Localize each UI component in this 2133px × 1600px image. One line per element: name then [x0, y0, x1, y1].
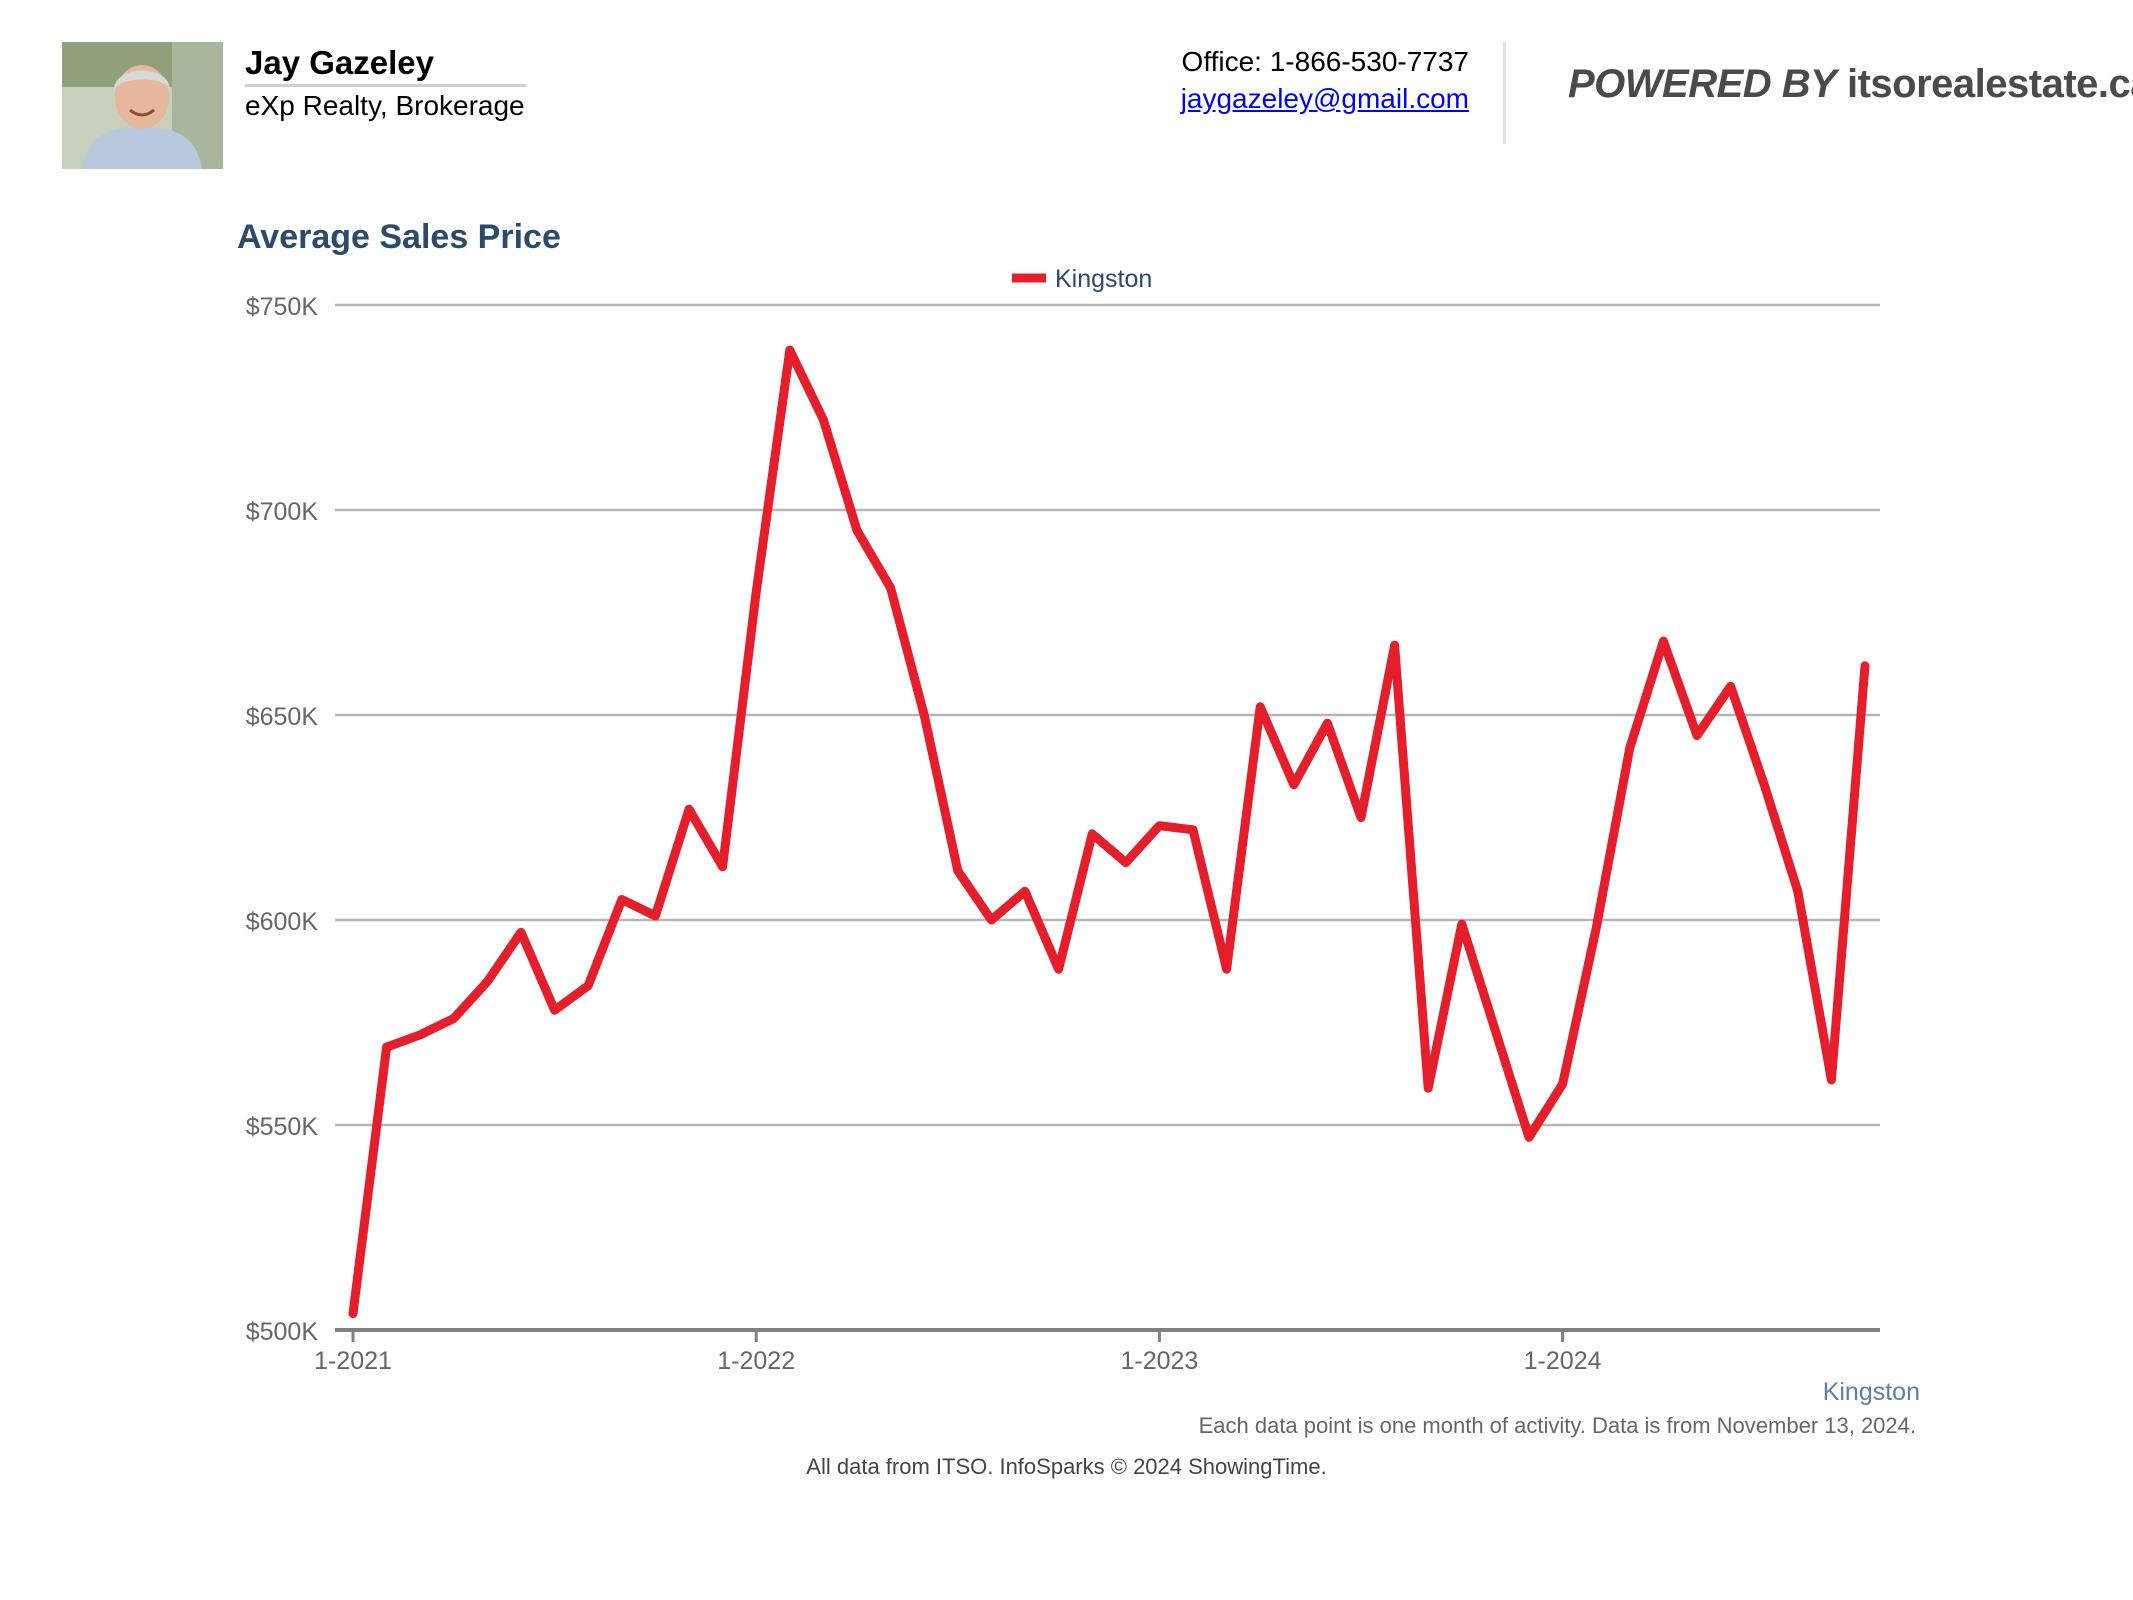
- office-phone: Office: 1-866-530-7737: [1181, 46, 1469, 77]
- report-header: Jay Gazeley eXp Realty, Brokerage Office…: [0, 0, 2133, 175]
- data-credit: All data from ITSO. InfoSparks © 2024 Sh…: [806, 1454, 1327, 1479]
- powered-by-logo: POWERED BY itsorealestate.ca: [1568, 62, 2133, 107]
- y-tick-label: $750K: [246, 293, 319, 321]
- brokerage-name: eXp Realty, Brokerage: [245, 90, 525, 121]
- header-divider: [1503, 42, 1506, 144]
- x-tick-label: 1-2022: [717, 1347, 795, 1375]
- agent-name: Jay Gazeley: [245, 44, 434, 81]
- data-footnote: Each data point is one month of activity…: [1198, 1413, 1916, 1438]
- y-tick-label: $600K: [246, 908, 319, 936]
- agent-photo: [62, 42, 223, 169]
- y-tick-label: $500K: [246, 1318, 319, 1346]
- y-tick-label: $700K: [246, 498, 319, 526]
- powered-by-prefix: POWERED BY: [1568, 62, 1837, 106]
- y-tick-label: $650K: [246, 703, 319, 731]
- series-line-kingston: [348, 345, 1870, 1319]
- legend-label: Kingston: [1055, 265, 1152, 293]
- chart-title: Average Sales Price: [237, 218, 561, 256]
- name-divider: [245, 84, 526, 87]
- chart-source-label: Kingston: [1823, 1378, 1920, 1406]
- x-tick-label: 1-2024: [1524, 1347, 1602, 1375]
- powered-by-site: itsorealestate.ca: [1846, 62, 2133, 106]
- x-tick-label: 1-2021: [314, 1347, 392, 1375]
- x-tick-label: 1-2023: [1120, 1347, 1198, 1375]
- y-tick-label: $550K: [246, 1113, 319, 1141]
- email-link[interactable]: jaygazeley@gmail.com: [1180, 83, 1469, 114]
